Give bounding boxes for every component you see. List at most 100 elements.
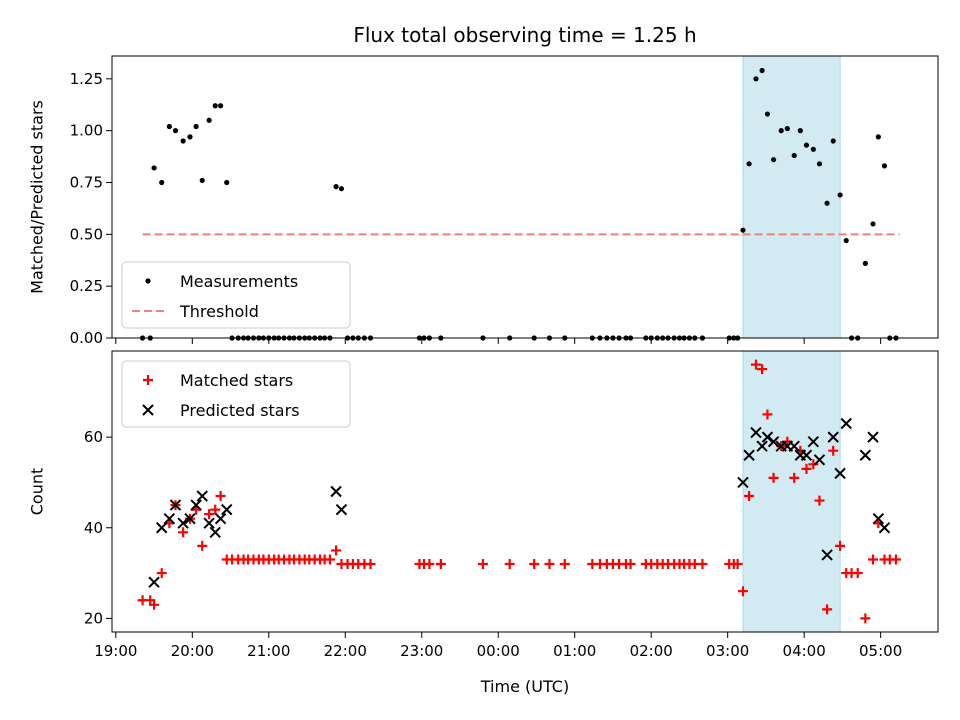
data-point (890, 554, 901, 565)
x-tick-label: 21:00 (247, 642, 290, 660)
legend-box (121, 360, 351, 428)
data-point (834, 467, 846, 480)
data-point (178, 527, 189, 538)
top-y-axis-label: Matched/Predicted stars (28, 100, 47, 294)
top-panel: 0.00 0.25 0.50 0.75 1.00 1.25 Matched/Predict… (28, 55, 939, 347)
y-tick-label: 0.00 (70, 329, 103, 347)
legend-swatch (142, 404, 154, 416)
data-point (177, 517, 189, 529)
data-point (789, 472, 800, 483)
data-point (784, 125, 790, 132)
data-point (767, 435, 780, 448)
data-point (151, 165, 157, 171)
data-point (837, 192, 843, 198)
x-tick-label: 20:00 (171, 642, 214, 660)
series-predicted-stars (148, 417, 891, 588)
data-point (196, 490, 208, 502)
data-point (324, 554, 335, 565)
data-point (697, 559, 708, 570)
data-point (172, 128, 179, 134)
x-tick-label: 00:00 (477, 642, 520, 660)
data-point (214, 512, 227, 525)
data-point (791, 152, 797, 159)
data-point (190, 499, 202, 511)
data-point (821, 549, 833, 561)
data-point (746, 161, 752, 167)
data-point (840, 417, 852, 430)
data-point (221, 503, 233, 516)
data-point (163, 512, 176, 525)
data-point (828, 445, 839, 456)
data-point (424, 559, 435, 570)
legend-label: Predicted stars (180, 401, 300, 420)
y-tick-label: 0.75 (70, 173, 103, 191)
data-point (867, 431, 879, 443)
data-point (544, 559, 555, 570)
y-tick-label: 60 (84, 428, 103, 446)
data-point (770, 157, 777, 163)
legend-label: Measurements (180, 272, 298, 291)
data-point (331, 545, 342, 556)
data-point (504, 559, 515, 570)
x-tick-label: 05:00 (859, 642, 902, 660)
data-point (822, 604, 833, 615)
data-point (803, 142, 810, 148)
data-point (737, 476, 749, 489)
data-point (764, 111, 771, 117)
data-point (814, 495, 825, 506)
x-tick-label: 04:00 (783, 642, 826, 660)
data-point (867, 554, 878, 565)
data-point (148, 576, 160, 588)
data-point (750, 426, 762, 439)
x-tick-label: 19:00 (94, 642, 137, 660)
bottom-x-ticks: 19:00 20:00 21:00 22:00 23:00 00:00 01:00 02:00… (94, 632, 902, 660)
bottom-plot-area (137, 359, 901, 624)
x-tick-label: 23:00 (400, 642, 443, 660)
top-y-ticks: 0.00 0.25 0.50 0.75 1.00 1.25 (70, 70, 112, 347)
data-point (862, 260, 868, 266)
data-point (435, 559, 446, 570)
legend-swatch (145, 278, 151, 284)
top-x-ticks (115, 338, 882, 344)
y-tick-label: 0.25 (70, 277, 103, 295)
x-tick-label: 02:00 (630, 642, 673, 660)
bottom-axes-frame (111, 350, 939, 633)
data-point (187, 134, 193, 140)
data-point (166, 123, 172, 130)
data-point (193, 123, 199, 130)
bottom-legend: Matched stars Predicted stars (121, 360, 351, 428)
data-point (333, 184, 339, 190)
legend-swatch (143, 375, 153, 385)
data-point (800, 449, 813, 461)
data-point (224, 179, 230, 186)
data-point (149, 599, 160, 610)
data-point (159, 179, 165, 186)
data-point (197, 540, 208, 551)
data-point (477, 559, 488, 570)
data-point (788, 440, 800, 452)
data-point (824, 200, 830, 206)
y-tick-label: 1.00 (70, 122, 103, 140)
legend-label: Matched stars (180, 371, 293, 390)
data-point (732, 559, 743, 570)
data-point (203, 517, 215, 529)
data-point (807, 435, 820, 448)
data-point (180, 138, 186, 144)
y-tick-label: 1.25 (70, 70, 103, 88)
bottom-y-ticks: 20 40 60 (84, 428, 112, 627)
data-point (215, 491, 226, 502)
highlight-span-bottom (742, 350, 841, 633)
data-point (762, 409, 773, 420)
data-point (808, 459, 819, 470)
data-point (881, 163, 888, 169)
data-point (875, 134, 881, 140)
x-axis-label: Time (UTC) (480, 677, 569, 696)
top-axes-frame (111, 55, 939, 339)
data-point (737, 586, 748, 597)
data-point (852, 568, 863, 579)
data-point (156, 522, 168, 534)
top-legend: Measurements Threshold (121, 261, 351, 329)
data-point (529, 559, 540, 570)
data-point (212, 103, 218, 109)
